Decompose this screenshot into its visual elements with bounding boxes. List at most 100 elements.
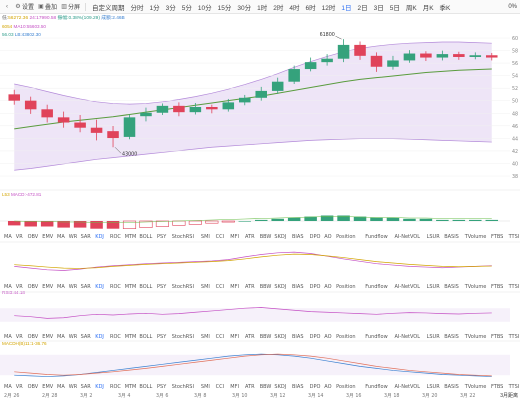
indicator-tab-13[interactable]: SMI [201,284,210,290]
indicator-tab-25[interactable]: LSUR [427,284,441,290]
indicator-tab-7[interactable]: KDJ [95,284,104,290]
indicator-tab-14[interactable]: CCI [216,284,224,290]
indicator-tab-4[interactable]: MA [57,384,65,390]
indicator-tab-23[interactable]: Fundflow [365,334,387,340]
period-tab-2[interactable]: 1分 [149,4,160,12]
indicator-tab-29[interactable]: TTSI [508,284,520,290]
indicator-tab-3[interactable]: EMV [42,334,53,340]
indicator-tab-9[interactable]: MTM [125,334,137,340]
indicator-tab-17[interactable]: BBW [260,234,272,240]
indicator-tab-12[interactable]: StochRSI [172,234,194,240]
indicator-tab-14[interactable]: CCI [216,334,224,340]
indicator-tab-14[interactable]: CCI [216,234,224,240]
indicator-tab-19[interactable]: BIAS [292,384,304,390]
indicator-tab-15[interactable]: MFI [230,384,239,390]
indicator-tab-9[interactable]: MTM [125,234,137,240]
overlay-button[interactable]: ▣ 叠加 [38,2,57,12]
settings-button[interactable]: ⚙ 设置 [15,2,34,12]
indicator-tab-23[interactable]: Fundflow [365,234,387,240]
period-tab-11[interactable]: 6时 [305,4,316,12]
indicator-tab-25[interactable]: LSUR [427,234,441,240]
back-button[interactable]: ‹ [4,4,11,10]
indicator-tab-16[interactable]: ATR [245,284,255,290]
indicator-tab-5[interactable]: WR [69,284,78,290]
indicator-tab-20[interactable]: DPO [310,384,321,390]
period-tab-10[interactable]: 4时 [289,4,300,12]
indicator-tab-17[interactable]: BBW [260,334,272,340]
period-tab-12[interactable]: 12时 [321,4,336,12]
split-button[interactable]: ▥ 分屏 [61,2,80,12]
indicator-tab-28[interactable]: FTBS [491,384,503,390]
indicator-tab-17[interactable]: BBW [260,384,272,390]
indicator-tab-23[interactable]: Fundflow [365,384,387,390]
indicator-tab-12[interactable]: StochRSI [172,284,194,290]
period-tab-5[interactable]: 10分 [197,4,212,12]
indicator-tab-22[interactable]: Position [336,284,355,290]
indicator-tab-0[interactable]: MA [4,234,12,240]
indicator-tab-29[interactable]: TTSI [508,234,520,240]
indicator-tab-0[interactable]: MA [4,334,12,340]
indicator-tab-6[interactable]: SAR [81,234,92,240]
indicator-tab-11[interactable]: PSY [157,234,167,240]
indicator-tab-16[interactable]: ATR [245,334,255,340]
indicator-tab-0[interactable]: MA [4,384,12,390]
indicator-tab-7[interactable]: KDJ [95,234,104,240]
indicator-tab-8[interactable]: ROC [110,384,121,390]
period-tab-15[interactable]: 3日 [373,4,384,12]
period-tab-13[interactable]: 1日 [341,4,352,12]
indicator-tab-15[interactable]: MFI [230,284,239,290]
indicator-tab-0[interactable]: MA [4,284,12,290]
indicator-tab-1[interactable]: VR [16,384,23,390]
indicator-tab-26[interactable]: BASIS [444,334,459,340]
indicator-tab-1[interactable]: VR [16,234,23,240]
period-tab-1[interactable]: 分时 [130,4,144,12]
indicator-tab-10[interactable]: BOLL [139,234,152,240]
indicator-tab-2[interactable]: OBV [28,234,39,240]
indicator-tab-5[interactable]: WR [69,384,78,390]
indicator-tab-24[interactable]: AI-NetVOL [395,384,421,390]
indicator-tab-24[interactable]: AI-NetVOL [395,234,421,240]
indicator-tab-7[interactable]: KDJ [95,384,104,390]
indicator-tab-5[interactable]: WR [69,334,78,340]
indicator-tab-21[interactable]: AO [324,334,331,340]
indicator-tab-22[interactable]: Position [336,334,355,340]
indicator-tab-20[interactable]: DPO [310,334,321,340]
indicator-tab-28[interactable]: FTBS [491,234,503,240]
indicator-tab-18[interactable]: SKDJ [274,334,286,340]
indicator-tab-21[interactable]: AO [324,284,331,290]
indicator-tab-28[interactable]: FTBS [491,334,503,340]
indicator-tab-14[interactable]: CCI [216,384,224,390]
indicator-tab-10[interactable]: BOLL [139,384,152,390]
indicator-tab-15[interactable]: MFI [230,234,239,240]
indicator-tab-23[interactable]: Fundflow [365,284,387,290]
indicator-tab-18[interactable]: SKDJ [274,384,286,390]
indicator-tab-1[interactable]: VR [16,284,23,290]
indicator-tab-2[interactable]: OBV [28,284,39,290]
indicator-tab-22[interactable]: Position [336,384,355,390]
indicator-tab-10[interactable]: BOLL [139,334,152,340]
indicator-tab-4[interactable]: MA [57,334,65,340]
indicator-tab-27[interactable]: TVolume [464,334,487,340]
period-tab-7[interactable]: 30分 [237,4,252,12]
indicator-tab-25[interactable]: LSUR [427,384,441,390]
indicator-tab-29[interactable]: TTSI [508,334,520,340]
indicator-tab-13[interactable]: SMI [201,234,210,240]
indicator-tab-6[interactable]: SAR [81,384,92,390]
indicator-tab-10[interactable]: BOLL [139,284,152,290]
indicator-tab-12[interactable]: StochRSI [172,334,194,340]
period-tab-14[interactable]: 2日 [357,4,368,12]
indicator-tab-6[interactable]: SAR [81,334,92,340]
period-tab-9[interactable]: 2时 [273,4,284,12]
indicator-tab-11[interactable]: PSY [157,334,167,340]
indicator-tab-5[interactable]: WR [69,234,78,240]
indicator-tab-3[interactable]: EMV [42,384,53,390]
indicator-tab-7[interactable]: KDJ [95,334,104,340]
indicator-tab-26[interactable]: BASIS [444,284,459,290]
indicator-tab-26[interactable]: BASIS [444,234,459,240]
indicator-tab-15[interactable]: MFI [230,334,239,340]
indicator-tab-21[interactable]: AO [324,384,331,390]
indicator-tab-9[interactable]: MTM [125,384,137,390]
indicator-tab-4[interactable]: MA [57,234,65,240]
indicator-tab-21[interactable]: AO [324,234,331,240]
